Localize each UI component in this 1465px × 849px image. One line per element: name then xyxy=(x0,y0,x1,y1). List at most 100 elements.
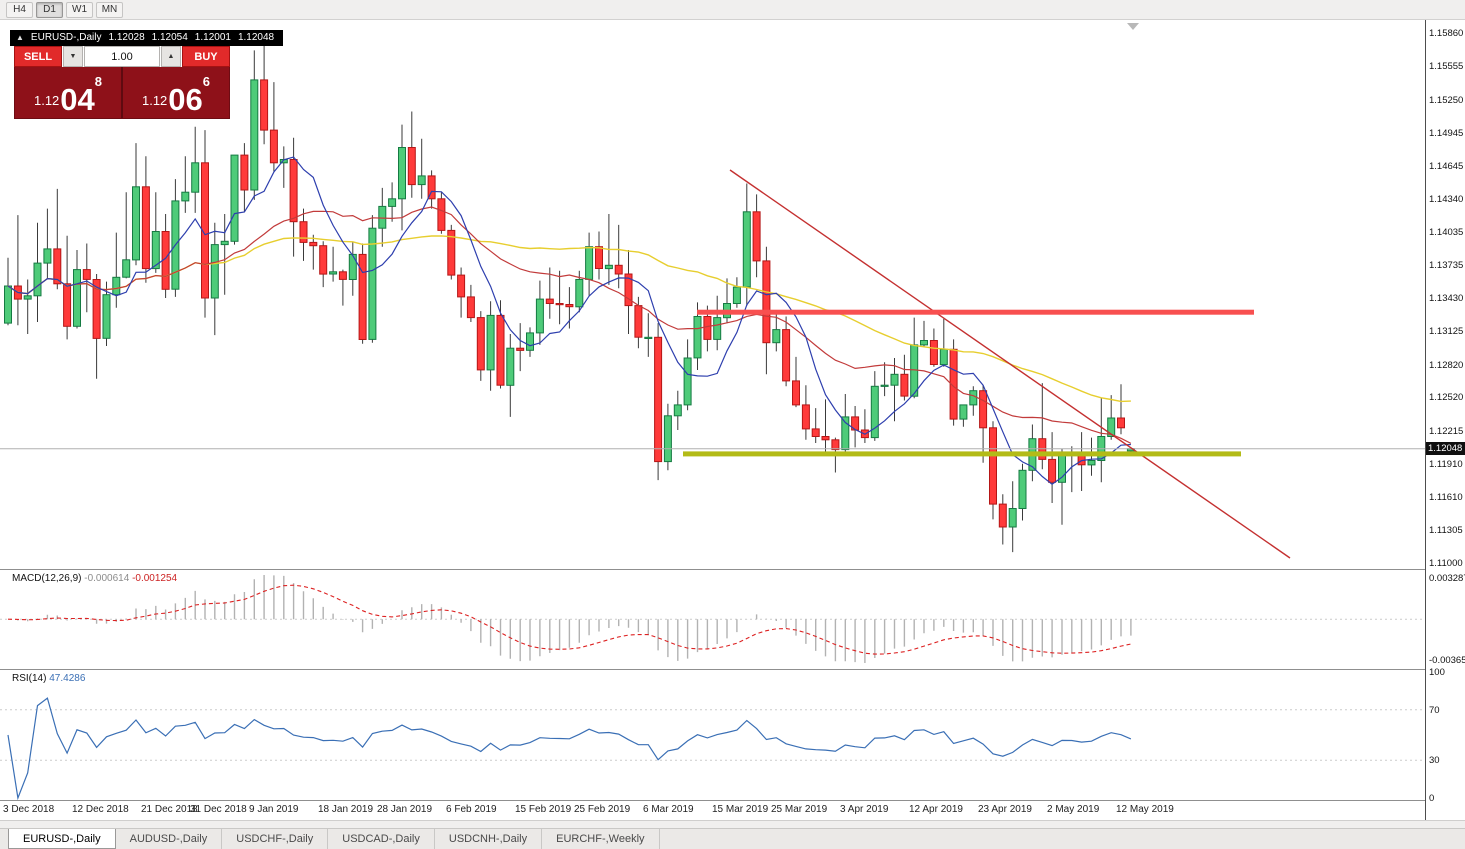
volume-increase-button[interactable]: ▲ xyxy=(161,46,181,67)
sell-price-display[interactable]: 1.12 04 8 xyxy=(15,67,121,118)
tab-usdchf-daily[interactable]: USDCHF-,Daily xyxy=(222,829,329,849)
candle xyxy=(663,415,672,463)
candle xyxy=(792,380,800,406)
date-axis-label: 23 Apr 2019 xyxy=(978,804,1032,815)
sell-button[interactable]: SELL xyxy=(14,46,62,67)
main-chart-panel[interactable]: ▲ EURUSD-,Daily 1.12028 1.12054 1.12001 … xyxy=(0,20,1425,568)
candle xyxy=(417,175,426,186)
candle xyxy=(53,248,62,285)
candle xyxy=(634,305,643,338)
panel-separator[interactable] xyxy=(0,669,1465,670)
candle xyxy=(457,274,466,298)
price-axis-label: 1.11610 xyxy=(1429,491,1463,503)
price-axis-label: 1.12215 xyxy=(1429,425,1464,437)
candle xyxy=(63,283,72,327)
right-shift-marker-icon[interactable] xyxy=(1127,23,1139,30)
candle xyxy=(338,271,347,280)
timeframe-mn-button[interactable]: MN xyxy=(96,1,123,18)
candle xyxy=(210,244,219,299)
candles-layer xyxy=(4,41,1135,553)
candle xyxy=(870,385,879,439)
candle xyxy=(23,295,32,300)
candle xyxy=(437,198,446,231)
candle xyxy=(447,229,456,276)
rsi-axis-label: 70 xyxy=(1429,704,1440,716)
candle xyxy=(1048,458,1057,483)
collapse-arrow-icon[interactable]: ▲ xyxy=(16,33,24,42)
price-axis[interactable]: 1.15860 1.15555 1.15250 1.14945 1.14645 1.143… xyxy=(1425,20,1465,820)
tab-eurchf-weekly[interactable]: EURCHF-,Weekly xyxy=(542,829,660,849)
macd-canvas xyxy=(0,575,1425,663)
volume-input[interactable] xyxy=(84,46,160,67)
timeframe-h4-button[interactable]: H4 xyxy=(6,1,33,18)
candle xyxy=(959,404,968,420)
candle xyxy=(585,246,594,280)
tab-usdcnh-daily[interactable]: USDCNH-,Daily xyxy=(435,829,543,849)
date-axis-label: 31 Dec 2018 xyxy=(190,804,247,815)
candle xyxy=(496,314,505,386)
buy-price-big-figure: 1.12 xyxy=(141,93,168,108)
buy-price-display[interactable]: 1.12 06 6 xyxy=(123,67,229,118)
candle xyxy=(358,253,367,340)
tab-eurusd-daily[interactable]: EURUSD-,Daily xyxy=(8,829,116,849)
candle xyxy=(299,221,308,243)
candle xyxy=(201,162,209,299)
candle xyxy=(654,336,663,463)
candle xyxy=(565,304,574,308)
macd-label: MACD(12,26,9) -0.000614 -0.001254 xyxy=(12,573,178,584)
tab-audusd-daily[interactable]: AUDUSD-,Daily xyxy=(116,829,223,849)
price-axis-label: 1.13430 xyxy=(1429,293,1464,304)
candle xyxy=(535,298,544,334)
date-axis-label: 6 Feb 2019 xyxy=(446,804,497,815)
candle xyxy=(1018,469,1027,509)
price-axis-label: 1.11305 xyxy=(1429,524,1463,536)
candle xyxy=(82,269,91,280)
candle xyxy=(939,348,948,366)
candle xyxy=(4,285,12,324)
candle xyxy=(486,314,495,371)
support-line[interactable] xyxy=(683,451,1241,457)
price-axis-label: 1.15250 xyxy=(1429,94,1464,106)
candle xyxy=(427,175,436,200)
buy-button[interactable]: BUY xyxy=(182,46,230,67)
descending-trendline[interactable] xyxy=(729,169,1291,559)
price-axis-label: 1.13125 xyxy=(1429,326,1464,338)
candle xyxy=(614,264,623,275)
timeframe-d1-button[interactable]: D1 xyxy=(36,1,63,18)
price-axis-label: 1.13735 xyxy=(1429,259,1464,271)
scroll-strip[interactable] xyxy=(0,820,1465,828)
volume-decrease-button[interactable]: ▼ xyxy=(63,46,83,67)
panel-separator[interactable] xyxy=(0,569,1465,570)
candle xyxy=(772,329,781,344)
candle xyxy=(407,147,416,186)
candle xyxy=(929,340,938,365)
candle xyxy=(122,259,131,278)
date-axis[interactable]: 3 Dec 2018 12 Dec 2018 21 Dec 2018 31 Dec 2… xyxy=(0,801,1425,820)
candlestick-chart-canvas[interactable] xyxy=(0,20,1425,568)
candle xyxy=(811,428,820,437)
candle xyxy=(624,273,633,307)
date-axis-label: 6 Mar 2019 xyxy=(643,804,694,815)
date-axis-label: 9 Jan 2019 xyxy=(249,804,299,815)
candle xyxy=(1058,453,1066,483)
macd-indicator-panel[interactable]: MACD(12,26,9) -0.000614 -0.001254 xyxy=(0,570,1425,668)
macd-main-value: -0.000614 xyxy=(84,573,130,584)
timeframe-toolbar: H4 D1 W1 MN xyxy=(0,0,1465,20)
price-axis-label: 1.11000 xyxy=(1429,558,1463,569)
rsi-indicator-panel[interactable]: RSI(14) 47.4286 xyxy=(0,670,1425,800)
sell-price-point: 8 xyxy=(94,74,103,89)
rsi-axis-label: 0 xyxy=(1429,793,1435,804)
price-axis-label: 1.11910 xyxy=(1429,458,1463,470)
price-axis-label: 1.14645 xyxy=(1429,160,1464,172)
candle xyxy=(979,390,988,429)
candle xyxy=(260,79,269,131)
tab-usdcad-daily[interactable]: USDCAD-,Daily xyxy=(328,829,435,849)
price-axis-label: 1.12520 xyxy=(1429,392,1464,404)
resistance-line[interactable] xyxy=(697,309,1254,315)
candle xyxy=(181,191,190,202)
candle xyxy=(141,186,150,270)
timeframe-w1-button[interactable]: W1 xyxy=(66,1,93,18)
candle xyxy=(604,264,613,270)
